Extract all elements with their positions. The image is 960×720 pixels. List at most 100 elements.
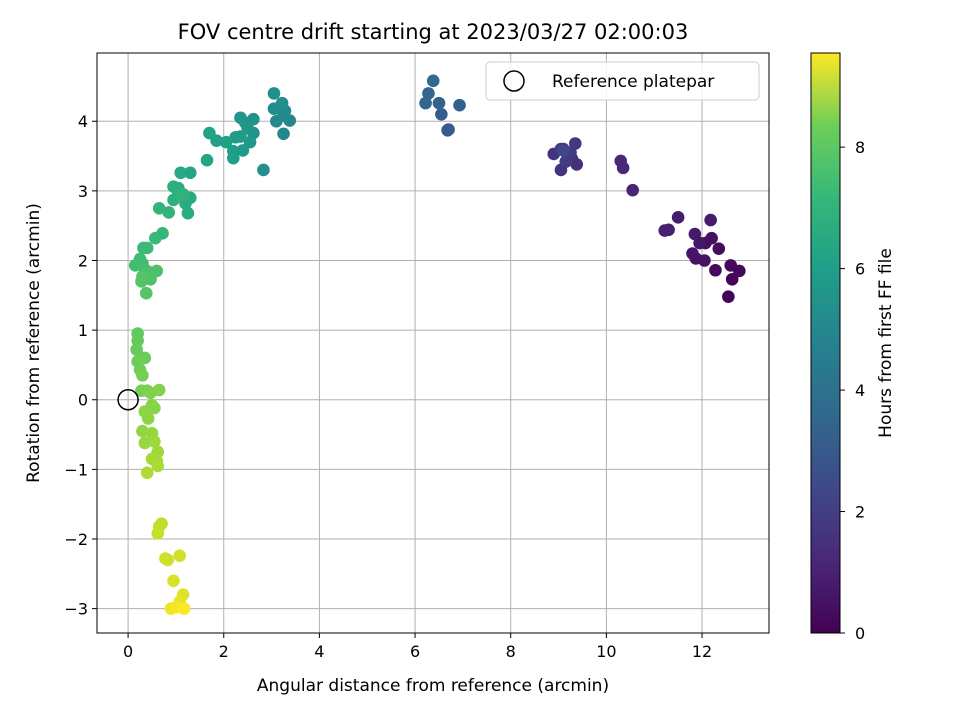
- y-axis-label: Rotation from reference (arcmin): [24, 203, 44, 483]
- x-tick-label: 0: [123, 642, 133, 661]
- data-point: [203, 126, 216, 140]
- x-tick-label: 8: [506, 642, 516, 661]
- data-point: [626, 183, 639, 197]
- data-point: [181, 206, 195, 220]
- data-point: [688, 227, 702, 241]
- colorbar-tick-label: 6: [855, 260, 865, 279]
- data-point: [177, 602, 191, 615]
- data-point: [435, 107, 448, 121]
- data-point: [176, 188, 190, 201]
- data-point: [241, 121, 254, 135]
- x-tick-label: 12: [692, 642, 712, 661]
- data-point: [614, 154, 628, 168]
- y-tick-label: 1: [78, 321, 88, 340]
- data-point: [200, 153, 214, 167]
- data-point: [138, 436, 152, 450]
- data-point: [151, 459, 165, 473]
- colorbar-tick-label: 8: [855, 138, 865, 157]
- data-point: [151, 527, 165, 540]
- data-point: [236, 144, 250, 157]
- y-axis-ticks: −3 −2 −1 0 1 2 3 4: [64, 112, 97, 619]
- y-tick-label: −2: [64, 530, 88, 549]
- colorbar-tick-label: 4: [855, 381, 865, 400]
- x-axis-ticks: 0 2 4 6 8 10 12: [123, 633, 712, 661]
- data-point: [162, 206, 176, 219]
- data-point: [557, 144, 570, 157]
- data-point: [140, 466, 154, 480]
- data-point: [267, 87, 281, 100]
- y-tick-label: 3: [78, 182, 88, 201]
- data-point: [152, 383, 166, 397]
- legend: Reference platepar: [485, 61, 760, 101]
- data-point: [148, 401, 161, 415]
- colorbar-tick-label: 0: [855, 624, 865, 643]
- data-point: [161, 553, 175, 567]
- data-point: [139, 286, 153, 300]
- data-point: [141, 412, 155, 425]
- data-point: [432, 96, 446, 110]
- x-axis-label: Angular distance from reference (arcmin): [257, 676, 609, 696]
- x-tick-label: 10: [596, 642, 616, 661]
- y-tick-label: −1: [64, 460, 88, 479]
- colorbar-gradient: [810, 52, 841, 634]
- y-tick-label: −3: [64, 600, 88, 619]
- data-point: [152, 201, 166, 215]
- x-tick-label: 2: [219, 642, 229, 661]
- data-points: [117, 74, 746, 615]
- data-point: [705, 231, 718, 245]
- legend-entry-reference: Reference platepar: [552, 72, 714, 92]
- data-point: [227, 151, 240, 165]
- reference-platepar-marker: [117, 388, 139, 411]
- data-point: [442, 123, 455, 136]
- data-point: [130, 343, 143, 356]
- legend-reference-marker: [503, 70, 525, 92]
- data-point: [183, 166, 197, 180]
- data-point: [137, 241, 150, 255]
- data-point: [671, 211, 685, 224]
- colorbar-label: Hours from first FF file: [876, 248, 896, 438]
- data-point: [234, 111, 247, 125]
- legend-box: [485, 61, 760, 101]
- data-point: [229, 130, 243, 144]
- y-tick-label: 0: [78, 391, 88, 410]
- x-tick-label: 6: [410, 642, 420, 661]
- data-point: [712, 242, 726, 255]
- y-tick-label: 4: [78, 112, 88, 131]
- data-point: [658, 224, 672, 237]
- data-point: [686, 247, 699, 260]
- data-point: [426, 74, 440, 88]
- data-point: [167, 574, 180, 588]
- data-point: [167, 180, 180, 193]
- data-point: [709, 263, 722, 277]
- chart-title: FOV centre drift starting at 2023/03/27 …: [178, 20, 689, 44]
- data-point: [453, 98, 466, 112]
- colorbar-ticks: 0 2 4 6 8: [840, 138, 865, 643]
- colorbar-tick-label: 2: [855, 503, 865, 522]
- data-point: [167, 193, 180, 207]
- data-point: [135, 275, 148, 288]
- plot-frame: [96, 52, 770, 634]
- data-point: [219, 135, 233, 149]
- data-point: [722, 290, 735, 303]
- data-point: [704, 213, 717, 227]
- data-point: [136, 424, 149, 438]
- data-point: [173, 549, 187, 563]
- data-point: [725, 272, 739, 286]
- data-point: [149, 231, 162, 245]
- data-point: [136, 369, 149, 382]
- y-tick-label: 2: [78, 251, 88, 270]
- data-point: [419, 96, 432, 110]
- data-point: [422, 87, 435, 100]
- grid: [97, 53, 769, 633]
- data-point: [257, 163, 270, 177]
- data-point: [559, 155, 573, 168]
- data-point: [275, 96, 289, 110]
- data-point: [174, 166, 188, 180]
- data-point: [243, 135, 257, 149]
- data-point: [277, 127, 290, 141]
- colorbar: 0 2 4 6 8 Hours from first FF file: [810, 52, 896, 643]
- data-point: [724, 259, 738, 272]
- data-point: [148, 435, 161, 448]
- x-tick-label: 4: [314, 642, 324, 661]
